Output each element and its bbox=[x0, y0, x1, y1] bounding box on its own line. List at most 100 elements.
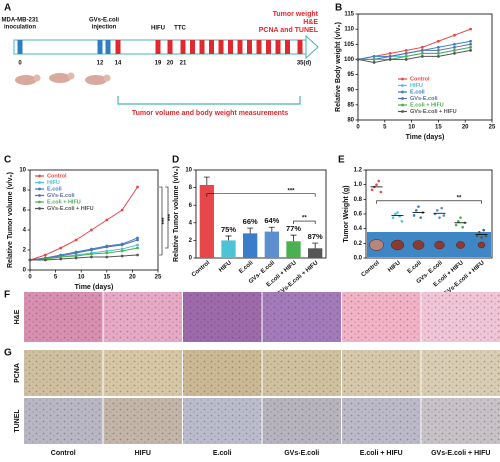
x-tick-label: Control bbox=[361, 260, 381, 279]
timeline-segment bbox=[17, 40, 23, 54]
data-point bbox=[394, 212, 397, 216]
data-point bbox=[74, 256, 78, 260]
day-label: 35(d) bbox=[297, 61, 311, 67]
y-tick-label: 6 bbox=[23, 208, 27, 214]
data-point bbox=[453, 51, 456, 55]
timeline-segment bbox=[97, 40, 103, 54]
legend-label: E.coli + HIFU bbox=[410, 102, 444, 108]
data-point bbox=[377, 179, 381, 183]
y-tick-label: 115 bbox=[344, 12, 354, 18]
timeline-segment bbox=[180, 40, 186, 54]
mouse-head bbox=[103, 74, 111, 82]
sig-bracket bbox=[376, 200, 482, 204]
event-label: GVs-E.coli bbox=[89, 18, 119, 24]
y-tick-label: 100 bbox=[344, 57, 355, 63]
x-tick-label: E.coli bbox=[238, 260, 254, 275]
sig-label: *** bbox=[168, 213, 174, 221]
data-point bbox=[475, 234, 479, 238]
data-point bbox=[415, 209, 418, 212]
panel-letter: F bbox=[4, 290, 10, 301]
tumor-specimen bbox=[456, 241, 465, 249]
span-label: Tumor volume and body weight measurement… bbox=[132, 110, 288, 117]
x-tick-label: E.coli bbox=[407, 260, 423, 275]
data-point bbox=[379, 190, 383, 194]
data-point bbox=[136, 253, 139, 257]
histology-texture bbox=[183, 350, 262, 396]
bar bbox=[264, 231, 279, 258]
timeline-segment bbox=[199, 40, 205, 54]
sig-label: *** bbox=[162, 217, 168, 225]
data-point bbox=[59, 257, 63, 261]
histology-texture bbox=[262, 292, 341, 342]
bar bbox=[199, 184, 214, 258]
series-line bbox=[30, 254, 138, 261]
reduction-label: 66% bbox=[243, 217, 258, 226]
data-point bbox=[90, 248, 93, 252]
histology-texture bbox=[262, 350, 341, 396]
data-point bbox=[391, 216, 395, 219]
data-point bbox=[90, 255, 93, 259]
x-tick-label: Control bbox=[191, 260, 211, 279]
event-label: HIFU bbox=[151, 26, 165, 32]
event-label: MDA-MB-231 bbox=[1, 18, 39, 24]
data-point bbox=[404, 51, 408, 55]
plot-frame bbox=[195, 169, 327, 259]
histology-texture bbox=[183, 292, 262, 342]
data-point bbox=[469, 39, 472, 43]
data-point bbox=[43, 258, 47, 262]
series-line bbox=[358, 43, 471, 60]
plot-frame bbox=[357, 13, 493, 121]
timeline-segment bbox=[190, 40, 195, 54]
histology-texture bbox=[103, 292, 182, 342]
histology-texture bbox=[103, 398, 182, 444]
bar bbox=[308, 248, 323, 258]
timeline-segment bbox=[105, 40, 111, 54]
histology-texture bbox=[24, 398, 103, 444]
data-point bbox=[90, 228, 93, 232]
x-axis-label: Time (days) bbox=[406, 134, 445, 141]
legend-label: E.coli bbox=[47, 186, 62, 192]
histology-texture bbox=[421, 350, 500, 396]
data-point bbox=[90, 252, 93, 256]
end-label: Tumor weight bbox=[273, 11, 319, 18]
data-point bbox=[105, 245, 109, 249]
y-tick-label: 0 bbox=[23, 268, 27, 274]
tumor-specimen bbox=[369, 239, 384, 251]
histology-texture bbox=[342, 350, 421, 396]
x-tick-label: 10 bbox=[408, 125, 415, 131]
data-point bbox=[356, 58, 360, 61]
data-point bbox=[388, 58, 392, 61]
data-point bbox=[120, 247, 124, 251]
timeline-segment bbox=[285, 40, 290, 54]
tumor-specimen bbox=[390, 239, 405, 251]
timeline-segment bbox=[266, 40, 271, 54]
data-point bbox=[437, 45, 440, 49]
y-tick-label: 0.2 bbox=[354, 241, 363, 247]
y-tick-label: 2 bbox=[189, 238, 193, 244]
data-point bbox=[105, 251, 109, 255]
x-tick-label: 15 bbox=[435, 125, 442, 131]
data-point bbox=[469, 42, 472, 46]
data-point bbox=[43, 253, 47, 257]
timeline-segment bbox=[275, 40, 281, 54]
data-point bbox=[74, 254, 78, 258]
bar bbox=[286, 241, 301, 258]
data-point bbox=[120, 208, 124, 212]
sig-label: ** bbox=[457, 195, 462, 201]
data-point bbox=[469, 45, 472, 49]
data-point bbox=[372, 55, 376, 58]
data-point bbox=[437, 51, 440, 55]
column-label: GVs-E.coli + HIFU bbox=[431, 450, 490, 457]
data-point bbox=[461, 225, 465, 229]
error-bar bbox=[268, 226, 275, 232]
error-bar bbox=[290, 234, 297, 242]
data-point bbox=[457, 220, 460, 223]
x-tick-label: 0 bbox=[28, 275, 32, 281]
data-point bbox=[136, 236, 139, 240]
span-bracket bbox=[117, 96, 301, 105]
data-point bbox=[120, 254, 124, 258]
y-tick-label: 8 bbox=[189, 185, 193, 191]
x-tick-label: HIFU bbox=[387, 260, 402, 274]
reduction-label: 77% bbox=[286, 224, 301, 233]
